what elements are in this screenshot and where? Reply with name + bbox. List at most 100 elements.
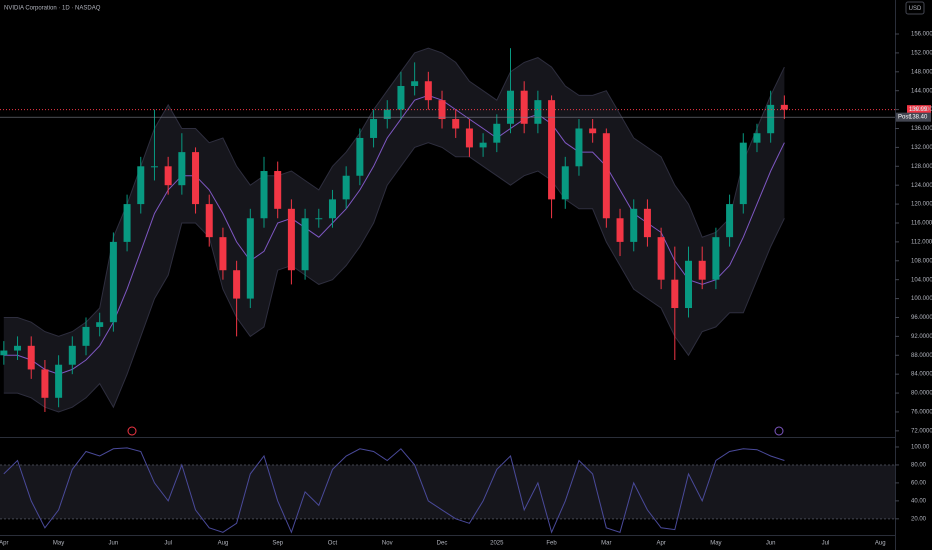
y-tick-label: 148.0000	[911, 69, 932, 75]
band-lower	[3, 142, 785, 413]
candle-body	[123, 204, 131, 242]
candle-body	[602, 133, 610, 219]
candle-body	[27, 345, 35, 370]
candle-body	[493, 123, 501, 143]
candle-body	[685, 260, 693, 309]
y-tick-label: 96.0000	[911, 315, 932, 321]
candle-body	[233, 270, 241, 299]
candle-body	[178, 152, 186, 186]
candle-body	[287, 208, 295, 271]
candle-body	[0, 350, 8, 356]
y-tick-label: 84.0000	[911, 372, 932, 378]
candle-body	[137, 166, 145, 205]
candle-body	[260, 171, 268, 219]
y-tick-label: 100.0000	[911, 296, 932, 302]
candle-body	[301, 218, 309, 271]
y-tick-label: 20.00	[911, 516, 927, 522]
y-tick-label: 100.00	[911, 445, 930, 451]
candle-body	[342, 175, 350, 200]
candle-body	[68, 345, 76, 365]
x-tick-label: Apr	[656, 541, 665, 547]
y-tick-label: 80.0000	[911, 391, 932, 397]
band-upper	[3, 47, 785, 337]
candle-body	[643, 208, 651, 238]
candle-body	[328, 199, 336, 219]
earnings-icon[interactable]	[774, 426, 784, 436]
x-tick-label: Jul	[164, 541, 172, 547]
candle-body	[698, 260, 706, 280]
candle-body	[753, 133, 761, 143]
x-tick-label: 2025	[490, 541, 504, 547]
x-tick-label: Feb	[546, 541, 557, 547]
candle-body	[616, 218, 624, 242]
candle-body	[356, 137, 364, 176]
candle-body	[41, 369, 49, 398]
candle-body	[82, 326, 90, 346]
candle-body	[561, 166, 569, 200]
x-tick-label: May	[53, 541, 64, 547]
candle-body	[548, 100, 556, 200]
y-tick-label: 140.0000	[911, 107, 932, 113]
candle-body	[534, 100, 542, 124]
y-tick-label: 76.0000	[911, 410, 932, 416]
post-price-tag	[896, 112, 931, 122]
candle-body	[219, 237, 227, 271]
candle-body	[671, 279, 679, 309]
y-tick-label: 72.0000	[911, 428, 932, 434]
y-tick-label: 108.0000	[911, 258, 932, 264]
candle-body	[96, 322, 104, 327]
candle-body	[370, 119, 378, 138]
y-tick-label: 120.0000	[911, 202, 932, 208]
y-tick-label: 156.0000	[911, 32, 932, 38]
candle-body	[465, 128, 473, 148]
currency-box[interactable]	[905, 1, 925, 15]
candle-body	[192, 152, 200, 205]
y-tick-label: 124.0000	[911, 183, 932, 189]
candle-body	[397, 85, 405, 110]
y-tick-label: 136.0000	[911, 126, 932, 132]
x-tick-label: Aug	[218, 541, 229, 547]
band-middle	[3, 94, 785, 375]
x-tick-label: Aug	[875, 541, 886, 547]
candle-body	[506, 90, 514, 124]
candle-body	[520, 90, 528, 124]
band-fill	[0, 464, 895, 519]
y-tick-label: 132.0000	[911, 145, 932, 151]
oscillator-line	[3, 447, 785, 534]
x-tick-label: Jun	[109, 541, 119, 547]
candle-body	[164, 166, 172, 186]
x-tick-label: Jul	[822, 541, 830, 547]
y-tick-label: 144.0000	[911, 88, 932, 94]
candle-body	[55, 364, 63, 398]
y-tick-label: 80.00	[911, 463, 927, 469]
x-tick-label: Apr	[0, 541, 9, 547]
last-price-label: 139.99	[909, 107, 928, 113]
candle-body	[767, 104, 775, 134]
candle-body	[726, 204, 734, 238]
y-tick-label: 104.0000	[911, 277, 932, 283]
y-tick-label: 128.0000	[911, 164, 932, 170]
currency[interactable]: USD	[909, 6, 922, 12]
x-tick-label: Nov	[382, 541, 393, 547]
candle-body	[14, 345, 22, 351]
x-tick-label: Mar	[601, 541, 611, 547]
candle-body	[438, 100, 446, 120]
candle-body	[424, 81, 432, 101]
y-tick-label: 60.00	[911, 480, 927, 486]
x-tick-label: Jun	[766, 541, 776, 547]
candle-body	[575, 128, 583, 167]
candle-body	[315, 218, 323, 220]
chart-title: NVIDIA Corporation · 1D · NASDAQ	[4, 6, 101, 12]
candle-body	[479, 142, 487, 148]
y-tick-label: 88.0000	[911, 353, 932, 359]
post-price-label: 138.40	[909, 115, 928, 121]
earnings-icon[interactable]	[127, 426, 137, 436]
candle-body	[246, 218, 254, 299]
x-tick-label: Dec	[437, 541, 448, 547]
candle-body	[739, 142, 747, 205]
x-tick-label: Sep	[272, 541, 283, 547]
y-tick-label: 116.0000	[911, 221, 932, 227]
candle-body	[657, 237, 665, 280]
x-tick-label: May	[710, 541, 721, 547]
